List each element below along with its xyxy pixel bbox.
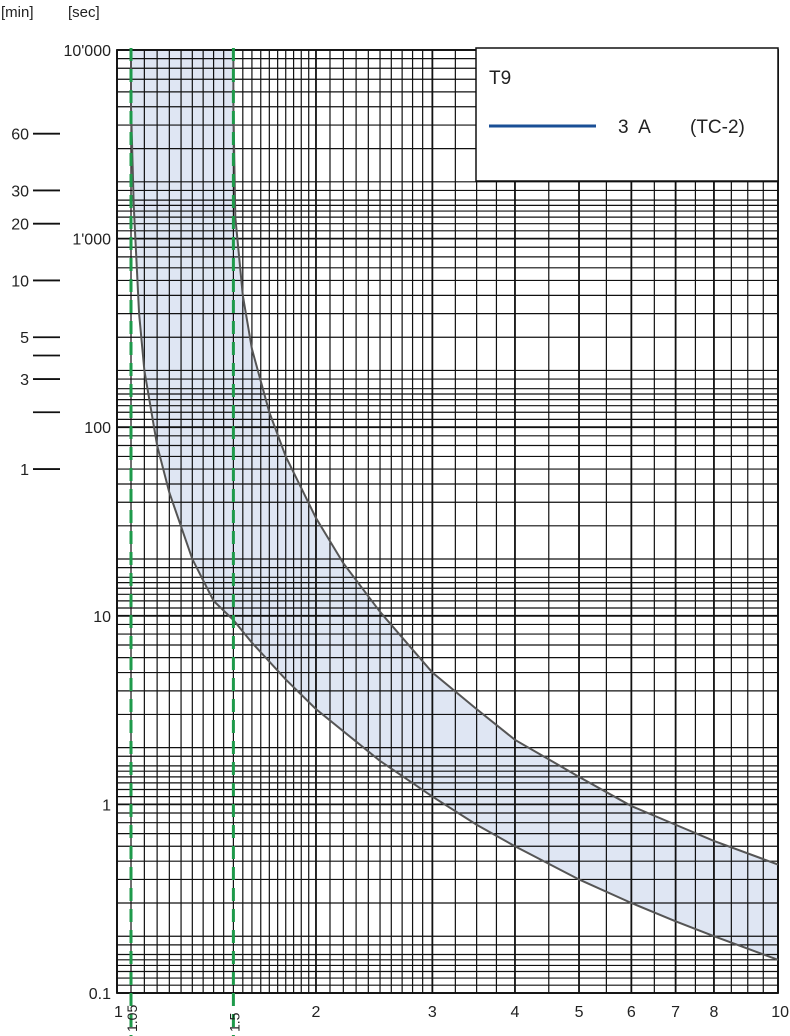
- legend-series-code: (TC-2): [690, 117, 745, 138]
- y-sec-tick-label: 0.1: [89, 986, 111, 1003]
- x-tick-label: 4: [511, 1004, 520, 1021]
- min-axis-label: [min]: [1, 4, 34, 21]
- legend-background: [475, 47, 779, 182]
- y-min-tick-label: 10: [11, 273, 29, 290]
- y-sec-tick-label: 1: [102, 797, 111, 814]
- legend-box: T9 3 A (TC-2): [475, 47, 779, 182]
- y-min-tick-label: 30: [11, 183, 29, 200]
- markers: [129, 48, 235, 1036]
- marker-label: 1.05: [124, 1005, 140, 1032]
- marker-label: 1.5: [226, 1012, 242, 1032]
- grid: [116, 49, 779, 994]
- curve-upper: [232, 50, 779, 866]
- tripping-band: [131, 50, 779, 960]
- y-sec-tick-label: 100: [84, 420, 111, 437]
- x-tick-label: 5: [575, 1004, 584, 1021]
- x-tick-label: 7: [671, 1004, 680, 1021]
- sec-axis-label: [sec]: [68, 4, 100, 21]
- y-min-tick-label: 5: [20, 330, 29, 347]
- legend-series-label: 3 A: [618, 117, 651, 138]
- y-sec-tick-label: 1'000: [72, 232, 111, 249]
- tick-labels: 1.05 1.51 2 3 4 5 6 7 8 1010'0001'0001001010.1603…: [11, 43, 789, 1032]
- x-tick-label: 2: [312, 1004, 321, 1021]
- curve-lower: [130, 50, 779, 961]
- y-sec-tick-label: 10'000: [63, 43, 111, 60]
- x-tick-label: 10: [771, 1004, 789, 1021]
- legend-title: T9: [489, 68, 511, 89]
- y-min-tick-label: 60: [11, 127, 29, 144]
- y-min-tick-label: 1: [20, 462, 29, 479]
- x-tick-label: 8: [709, 1004, 718, 1021]
- x-tick-label: 3: [428, 1004, 437, 1021]
- y-min-tick-label: 3: [20, 372, 29, 389]
- tripping-band-fill: [131, 50, 779, 960]
- x-tick-label: 1: [114, 1004, 123, 1021]
- curves: [130, 50, 779, 961]
- x-tick-label: 6: [627, 1004, 636, 1021]
- plot-frame: [116, 49, 779, 994]
- y-min-tick-label: 20: [11, 217, 29, 234]
- y-sec-tick-label: 10: [93, 609, 111, 626]
